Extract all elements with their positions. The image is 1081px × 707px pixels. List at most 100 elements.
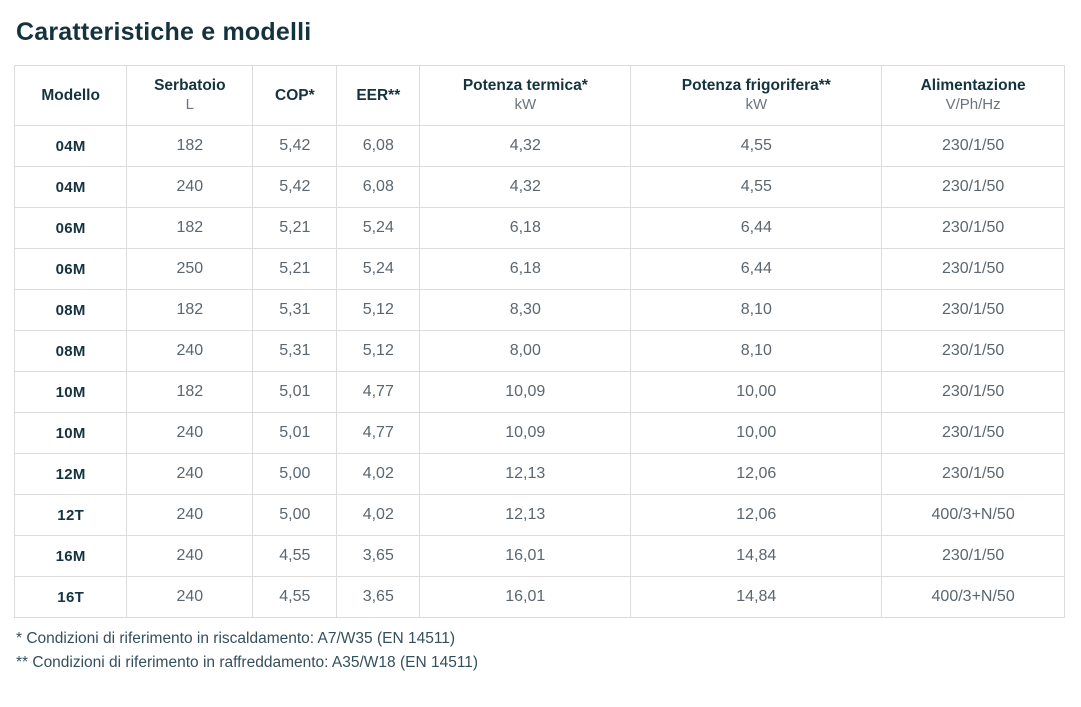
cell-alimentazione: 230/1/50	[881, 207, 1065, 249]
column-header-potenza_frigorifera: Potenza frigorifera** kW	[630, 65, 883, 126]
footnote-heating-conditions: * Condizioni di riferimento in riscaldam…	[16, 630, 456, 647]
cell-serbatoio: 182	[126, 125, 254, 167]
cell-cop: 5,31	[252, 330, 338, 372]
cell-potenza_termica: 12,13	[419, 494, 632, 536]
cell-eer: 6,08	[336, 125, 421, 167]
cell-potenza_frigorifera: 4,55	[630, 166, 883, 208]
cell-alimentazione: 230/1/50	[881, 289, 1065, 331]
cell-eer: 5,24	[336, 248, 421, 290]
column-unit: kW	[514, 96, 537, 114]
cell-potenza_termica: 8,00	[419, 330, 632, 372]
footnotes: * Condizioni di riferimento in riscaldam…	[16, 627, 1065, 675]
cell-modello: 12M	[13, 453, 128, 495]
cell-modello: 06M	[13, 248, 128, 290]
cell-potenza_termica: 8,30	[419, 289, 632, 331]
cell-potenza_termica: 6,18	[419, 248, 632, 290]
cell-eer: 4,77	[336, 412, 421, 454]
column-label: Serbatoio	[154, 77, 226, 95]
cell-serbatoio: 240	[126, 330, 254, 372]
cell-potenza_termica: 4,32	[419, 166, 632, 208]
cell-potenza_frigorifera: 14,84	[630, 576, 883, 618]
footnote-cooling-conditions: ** Condizioni di riferimento in raffredd…	[16, 654, 479, 671]
cell-potenza_frigorifera: 12,06	[630, 453, 883, 495]
cell-potenza_frigorifera: 6,44	[630, 207, 883, 249]
cell-alimentazione: 230/1/50	[881, 453, 1065, 495]
cell-eer: 5,12	[336, 289, 421, 331]
cell-serbatoio: 240	[126, 412, 254, 454]
cell-potenza_termica: 6,18	[419, 207, 632, 249]
table-row: 12M 240 5,00 4,02 12,13 12,06 230/1/50	[13, 453, 1065, 495]
cell-eer: 4,77	[336, 371, 421, 413]
column-label: Potenza frigorifera**	[681, 77, 831, 95]
cell-potenza_frigorifera: 10,00	[630, 412, 883, 454]
page-title: Caratteristiche e modelli	[16, 18, 312, 46]
cell-modello: 08M	[13, 330, 128, 372]
table-row: 04M 240 5,42 6,08 4,32 4,55 230/1/50	[13, 166, 1065, 208]
cell-cop: 5,00	[252, 453, 338, 495]
models-spec-table: Modello Serbatoio L COP* EER** Potenza termic…	[13, 65, 1065, 618]
cell-potenza_termica: 12,13	[419, 453, 632, 495]
cell-cop: 4,55	[252, 535, 338, 577]
cell-alimentazione: 230/1/50	[881, 248, 1065, 290]
table-row: 10M 182 5,01 4,77 10,09 10,00 230/1/50	[13, 371, 1065, 413]
column-header-eer: EER**	[336, 65, 421, 126]
table-body: 04M 182 5,42 6,08 4,32 4,55 230/1/50 04M 240 5,42…	[13, 125, 1065, 618]
cell-serbatoio: 182	[126, 289, 254, 331]
cell-cop: 5,00	[252, 494, 338, 536]
cell-serbatoio: 182	[126, 207, 254, 249]
cell-potenza_termica: 10,09	[419, 412, 632, 454]
cell-cop: 5,21	[252, 248, 338, 290]
cell-alimentazione: 230/1/50	[881, 412, 1065, 454]
cell-cop: 5,42	[252, 166, 338, 208]
cell-modello: 06M	[13, 207, 128, 249]
cell-modello: 16T	[13, 576, 128, 618]
table-row: 10M 240 5,01 4,77 10,09 10,00 230/1/50	[13, 412, 1065, 454]
column-label: EER**	[356, 86, 401, 104]
cell-potenza_termica: 16,01	[419, 535, 632, 577]
column-header-modello: Modello	[13, 65, 128, 126]
table-row: 12T 240 5,00 4,02 12,13 12,06 400/3+N/50	[13, 494, 1065, 536]
cell-potenza_termica: 16,01	[419, 576, 632, 618]
column-header-cop: COP*	[252, 65, 338, 126]
cell-modello: 12T	[13, 494, 128, 536]
cell-modello: 10M	[13, 412, 128, 454]
cell-potenza_frigorifera: 4,55	[630, 125, 883, 167]
cell-serbatoio: 240	[126, 576, 254, 618]
table-header: Modello Serbatoio L COP* EER** Potenza termic…	[13, 65, 1065, 126]
table-row: 06M 182 5,21 5,24 6,18 6,44 230/1/50	[13, 207, 1065, 249]
cell-modello: 10M	[13, 371, 128, 413]
cell-alimentazione: 230/1/50	[881, 166, 1065, 208]
cell-cop: 5,01	[252, 412, 338, 454]
cell-serbatoio: 240	[126, 494, 254, 536]
cell-serbatoio: 240	[126, 453, 254, 495]
cell-cop: 5,01	[252, 371, 338, 413]
table-row: 16T 240 4,55 3,65 16,01 14,84 400/3+N/50	[13, 576, 1065, 618]
column-unit: V/Ph/Hz	[945, 96, 1001, 114]
cell-eer: 4,02	[336, 453, 421, 495]
cell-modello: 04M	[13, 166, 128, 208]
cell-modello: 16M	[13, 535, 128, 577]
column-header-potenza_termica: Potenza termica* kW	[419, 65, 632, 126]
cell-serbatoio: 240	[126, 166, 254, 208]
table-row: 16M 240 4,55 3,65 16,01 14,84 230/1/50	[13, 535, 1065, 577]
cell-eer: 3,65	[336, 535, 421, 577]
table-row: 08M 240 5,31 5,12 8,00 8,10 230/1/50	[13, 330, 1065, 372]
cell-alimentazione: 400/3+N/50	[881, 494, 1065, 536]
page: Caratteristiche e modelli Modello Serbato…	[13, 18, 1065, 675]
cell-alimentazione: 230/1/50	[881, 371, 1065, 413]
cell-potenza_frigorifera: 8,10	[630, 330, 883, 372]
cell-eer: 3,65	[336, 576, 421, 618]
column-label: COP*	[275, 86, 315, 104]
cell-alimentazione: 230/1/50	[881, 330, 1065, 372]
cell-cop: 5,21	[252, 207, 338, 249]
cell-alimentazione: 230/1/50	[881, 535, 1065, 577]
column-label: Modello	[41, 86, 100, 104]
cell-potenza_frigorifera: 6,44	[630, 248, 883, 290]
cell-modello: 08M	[13, 289, 128, 331]
cell-alimentazione: 230/1/50	[881, 125, 1065, 167]
cell-cop: 5,31	[252, 289, 338, 331]
cell-serbatoio: 250	[126, 248, 254, 290]
cell-cop: 4,55	[252, 576, 338, 618]
table-header-row: Modello Serbatoio L COP* EER** Potenza termic…	[13, 65, 1065, 126]
cell-eer: 5,12	[336, 330, 421, 372]
